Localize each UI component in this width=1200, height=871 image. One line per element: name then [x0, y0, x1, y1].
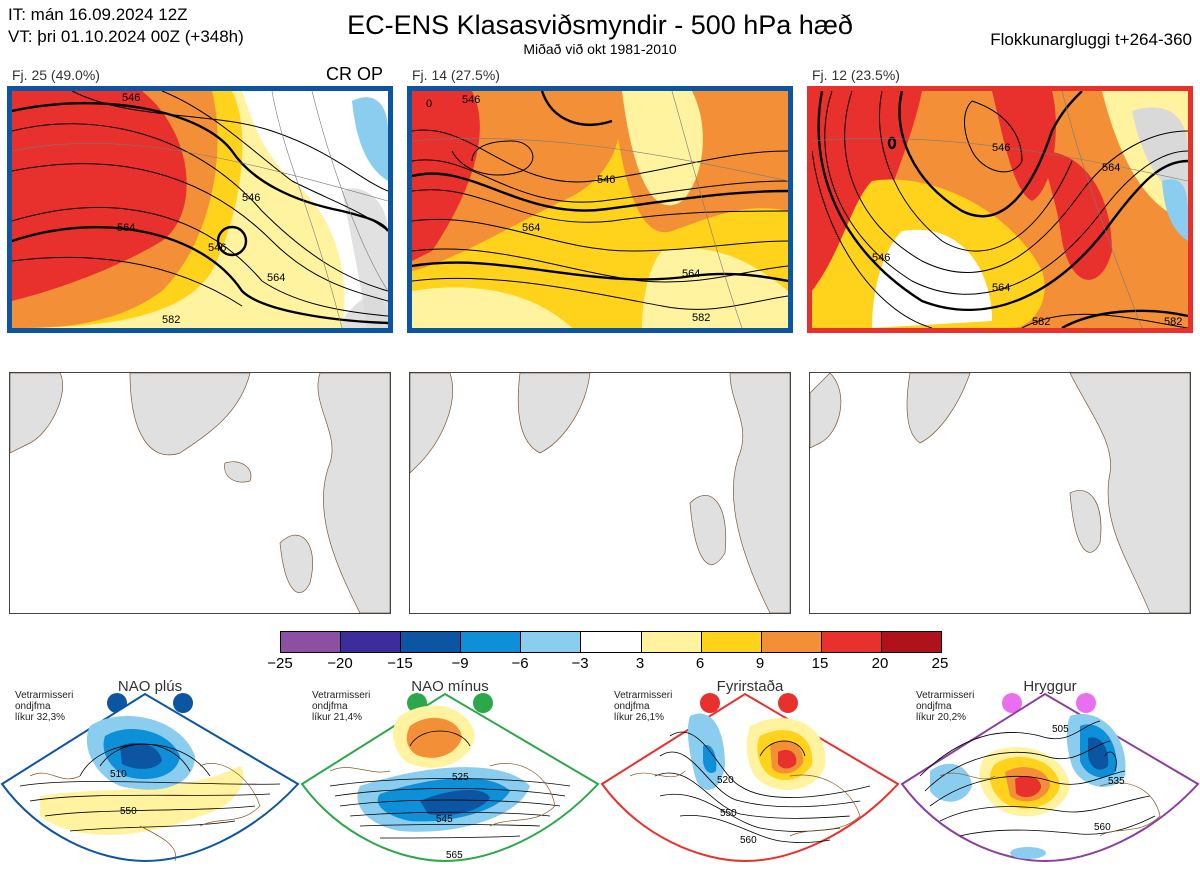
colorbar-tick: 15	[811, 655, 829, 672]
regime-contour-label: 525	[452, 772, 469, 783]
regime-note: Vetrarmisseri ondjfma líkur 32,3%	[15, 690, 74, 723]
regime-contour-label: 550	[120, 806, 137, 817]
colorbar-ticks: −25 −20 −15 −9 −6 −3 3 6 9 15 20 25	[260, 655, 962, 675]
cluster-2-contour-label: 546	[462, 94, 480, 106]
regime-contour-label: 560	[1094, 822, 1111, 833]
colorbar-segment	[400, 632, 461, 652]
regime-ridge: Hryggur Vetrarmisseri ondjfma líkur 20,2%	[900, 676, 1200, 871]
colorbar-tick: −9	[451, 655, 469, 672]
colorbar-segment	[281, 632, 341, 652]
cluster-1-contour-label: 546	[242, 192, 260, 204]
cluster-1-map: 546 546 546 564 564 582	[7, 86, 393, 333]
cluster-2-map: 0 546 546 564 564 582	[407, 86, 793, 333]
regime-note: Vetrarmisseri ondjfma líkur 20,2%	[916, 690, 975, 723]
cluster-1-contour-label: 546	[122, 92, 140, 104]
colorbar-tick: 9	[755, 655, 765, 672]
colorbar-tick: −3	[571, 655, 589, 672]
regime-contour-label: 550	[720, 808, 737, 819]
regime-blocking: Fyrirstaða Vetrarmisseri ondjfma líkur 26,…	[600, 676, 900, 871]
colorbar	[280, 631, 942, 653]
cluster-1-tag: CR OP	[326, 64, 384, 84]
colorbar-tick: 25	[931, 655, 949, 672]
regime-name: Fyrirstaða	[716, 678, 784, 695]
cluster-2-contour-label: 582	[692, 312, 710, 324]
regime-nao-minus: NAO mínus Vetrarmisseri ondjfma líkur 21,4…	[300, 676, 600, 871]
regime-contour-label: 535	[1108, 776, 1125, 787]
cluster-1-contour-label: 564	[267, 272, 285, 284]
initial-time: IT: mán 16.09.2024 12Z	[8, 5, 188, 24]
colorbar-segment	[820, 632, 881, 652]
classification-window: Flokkunargluggi t+264-360	[990, 30, 1192, 49]
regime-contour-label: 510	[110, 769, 127, 780]
colorbar-tick: −15	[387, 655, 413, 672]
regime-name: Hryggur	[1023, 678, 1077, 695]
colorbar-segment	[640, 632, 701, 652]
cluster-3-contour-label: 564	[992, 282, 1010, 294]
cluster-2-contour-label: 564	[682, 268, 700, 280]
colorbar-tick: −6	[511, 655, 529, 672]
colorbar-segment	[700, 632, 761, 652]
colorbar-segment	[520, 632, 581, 652]
regime-name: NAO plús	[117, 678, 183, 695]
page-subtitle: Miðað við okt 1981-2010	[523, 41, 677, 57]
cluster-1-contour-label: 582	[162, 314, 180, 326]
colorbar-tick: −20	[327, 655, 353, 672]
colorbar-segment	[880, 632, 942, 652]
blank-map-2	[409, 372, 791, 614]
regime-nao-plus: NAO plús Vetrarmisseri ondjfma líkur 32,3%…	[0, 676, 300, 871]
cluster-3-contour-label: 582	[1032, 316, 1050, 328]
colorbar-tick: 3	[635, 655, 645, 672]
colorbar-tick: −25	[267, 655, 293, 672]
cluster-3-contour-label: 564	[1102, 162, 1120, 174]
cluster-3-contour-label: 546	[992, 142, 1010, 154]
header-info: IT: mán 16.09.2024 12Z VT: þri 01.10.202…	[8, 4, 244, 48]
cluster-3-contour-label: 546	[872, 252, 890, 264]
colorbar-segment	[580, 632, 641, 652]
cluster-3-contour-label: 582	[1164, 316, 1182, 328]
regime-name: NAO mínus	[411, 678, 489, 695]
regime-contour-label: 545	[436, 814, 453, 825]
page-title: EC-ENS Klasasviðsmyndir - 500 hPa hæð	[347, 10, 853, 40]
colorbar-segment	[460, 632, 521, 652]
regime-note: Vetrarmisseri ondjfma líkur 21,4%	[312, 690, 371, 723]
cluster-1-contour-label: 564	[117, 222, 135, 234]
cluster-2-label: Fj. 14 (27.5%)	[412, 67, 500, 83]
regime-contour-label: 565	[446, 850, 463, 861]
colorbar-tick: 6	[695, 655, 705, 672]
cluster-1-label: Fj. 25 (49.0%)	[12, 67, 100, 83]
cluster-2-contour-label: 564	[522, 222, 540, 234]
regime-contour-label: 520	[717, 775, 734, 786]
regime-note: Vetrarmisseri ondjfma líkur 26,1%	[614, 690, 673, 723]
cluster-2-contour-label: 0	[426, 98, 432, 110]
regime-contour-label: 505	[1052, 724, 1069, 735]
cluster-2-contour-label: 546	[597, 174, 615, 186]
regime-contour-label: 560	[740, 835, 757, 846]
blank-map-1	[9, 372, 391, 614]
colorbar-tick: 20	[871, 655, 889, 672]
cluster-3-label: Fj. 12 (23.5%)	[812, 67, 900, 83]
colorbar-segment	[760, 632, 821, 652]
cluster-3-map: 546 546 564 564 582 582	[807, 86, 1193, 333]
blank-map-3	[809, 372, 1191, 614]
valid-time: VT: þri 01.10.2024 00Z (+348h)	[8, 27, 244, 46]
colorbar-segment	[340, 632, 401, 652]
cluster-1-contour-label: 546	[208, 242, 226, 254]
